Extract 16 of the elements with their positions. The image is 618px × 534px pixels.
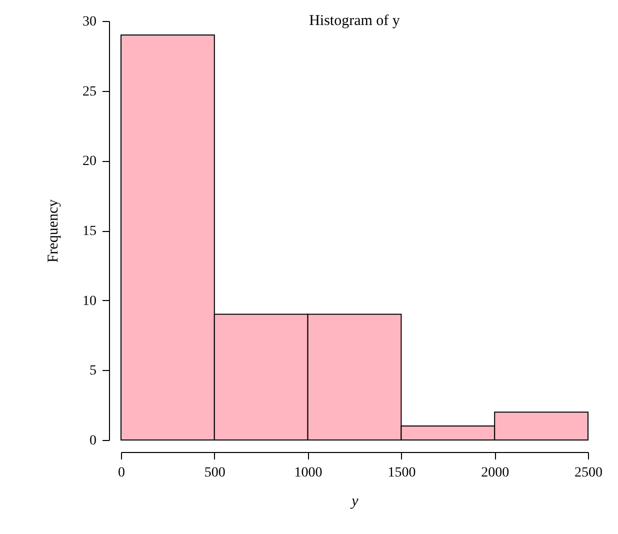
x-tick-label: 0 — [118, 466, 125, 480]
chart-title: Histogram of y — [309, 13, 400, 29]
y-tick-label: 30 — [82, 14, 96, 30]
x-axis-title: y — [350, 494, 359, 510]
x-tick-label: 2000 — [481, 466, 510, 480]
x-tick-label: 2500 — [574, 466, 602, 480]
x-tick-label: 1000 — [294, 466, 322, 480]
y-tick-label: 20 — [82, 154, 96, 170]
x-tick-label: 1500 — [388, 466, 416, 480]
y-tick-label: 25 — [82, 84, 96, 100]
y-tick-label: 10 — [82, 294, 96, 309]
y-tick-label: 5 — [90, 364, 96, 379]
x-tick-label: 500 — [204, 466, 226, 480]
y-tick-label: 15 — [82, 224, 96, 239]
y-tick-label: 0 — [90, 434, 96, 448]
y-axis-title: Frequency — [46, 198, 62, 263]
